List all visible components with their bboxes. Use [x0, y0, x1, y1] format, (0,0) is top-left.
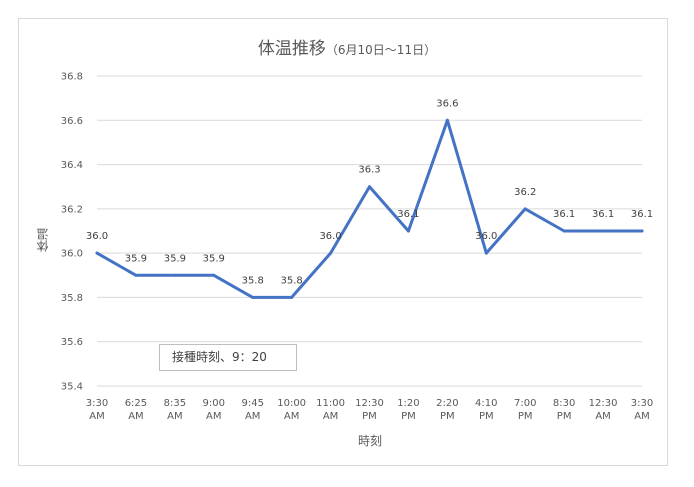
- data-label: 35.8: [242, 275, 264, 286]
- data-label: 36.2: [514, 187, 536, 198]
- data-label: 36.6: [436, 98, 458, 109]
- y-tick-label: 36.2: [61, 204, 83, 215]
- x-tick-label: 1:20: [397, 398, 419, 409]
- x-tick-label: 6:25: [125, 398, 147, 409]
- x-tick-label: AM: [323, 411, 338, 422]
- x-tick-label: PM: [440, 411, 455, 422]
- data-label: 36.0: [319, 231, 341, 242]
- x-axis-label: 時刻: [357, 434, 382, 448]
- x-tick-label: 3:30: [631, 398, 653, 409]
- x-tick-label: AM: [284, 411, 299, 422]
- x-tick-label: 7:00: [514, 398, 536, 409]
- x-tick-label: 3:30: [86, 398, 108, 409]
- y-tick-label: 36.6: [61, 116, 83, 127]
- data-label: 35.9: [203, 253, 225, 264]
- x-tick-label: 12:30: [355, 398, 384, 409]
- x-tick-label: AM: [595, 411, 610, 422]
- x-tick-label: AM: [245, 411, 260, 422]
- y-tick-label: 36.8: [61, 72, 83, 83]
- x-tick-label: PM: [557, 411, 572, 422]
- x-tick-label: PM: [362, 411, 377, 422]
- x-tick-label: 2:20: [436, 398, 458, 409]
- x-tick-label: PM: [518, 411, 533, 422]
- data-point: [290, 295, 294, 299]
- chart-subtitle: （6月10日～11日）: [325, 43, 437, 57]
- chart-title: 体温推移（6月10日～11日）: [0, 34, 694, 59]
- data-label: 36.1: [592, 209, 614, 220]
- vaccination-time-annotation: 接種時刻、9：20: [159, 344, 297, 371]
- data-point: [173, 273, 177, 277]
- y-tick-label: 35.8: [61, 293, 83, 304]
- data-label: 35.9: [164, 253, 186, 264]
- x-tick-label: 8:30: [553, 398, 575, 409]
- y-tick-label: 35.4: [61, 382, 83, 393]
- data-point: [484, 251, 488, 255]
- x-tick-label: AM: [128, 411, 143, 422]
- x-tick-label: 10:00: [277, 398, 306, 409]
- data-point: [251, 295, 255, 299]
- data-label: 36.1: [553, 209, 575, 220]
- data-point: [406, 229, 410, 233]
- data-point: [640, 229, 644, 233]
- x-tick-label: 9:00: [203, 398, 225, 409]
- chart-area: [18, 18, 668, 466]
- y-tick-label: 36.0: [61, 249, 83, 260]
- chart-title-main: 体温推移: [257, 39, 326, 59]
- data-point: [134, 273, 138, 277]
- x-tick-label: 8:35: [164, 398, 186, 409]
- data-label: 36.0: [86, 231, 108, 242]
- data-label: 36.1: [397, 209, 419, 220]
- x-tick-label: PM: [479, 411, 494, 422]
- data-label: 36.0: [475, 231, 497, 242]
- x-tick-label: AM: [167, 411, 182, 422]
- data-label: 35.9: [125, 253, 147, 264]
- x-tick-label: AM: [206, 411, 221, 422]
- x-tick-label: 11:00: [316, 398, 345, 409]
- data-label: 35.8: [281, 275, 303, 286]
- x-tick-label: AM: [634, 411, 649, 422]
- data-label: 36.1: [631, 209, 653, 220]
- data-point: [562, 229, 566, 233]
- y-tick-label: 36.4: [61, 160, 83, 171]
- data-point: [95, 251, 99, 255]
- data-point: [368, 185, 371, 189]
- y-tick-label: 35.6: [61, 337, 83, 348]
- data-point: [523, 207, 527, 211]
- x-tick-label: 4:10: [475, 398, 497, 409]
- x-tick-label: 12:30: [589, 398, 618, 409]
- x-tick-label: 9:45: [241, 398, 263, 409]
- data-point: [445, 118, 449, 122]
- data-point: [329, 251, 333, 255]
- data-point: [601, 229, 605, 233]
- x-tick-label: PM: [401, 411, 416, 422]
- data-label: 36.3: [358, 165, 380, 176]
- x-tick-label: AM: [89, 411, 104, 422]
- data-point: [212, 273, 216, 277]
